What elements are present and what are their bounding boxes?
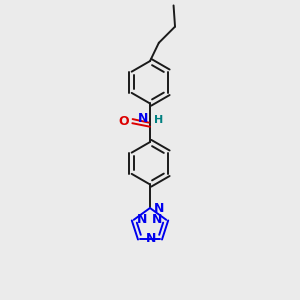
- Text: N: N: [137, 213, 148, 226]
- Text: H: H: [154, 115, 163, 125]
- Text: N: N: [152, 213, 163, 226]
- Text: N: N: [146, 232, 157, 245]
- Text: N: N: [138, 112, 148, 125]
- Text: O: O: [119, 115, 129, 128]
- Text: N: N: [154, 202, 164, 214]
